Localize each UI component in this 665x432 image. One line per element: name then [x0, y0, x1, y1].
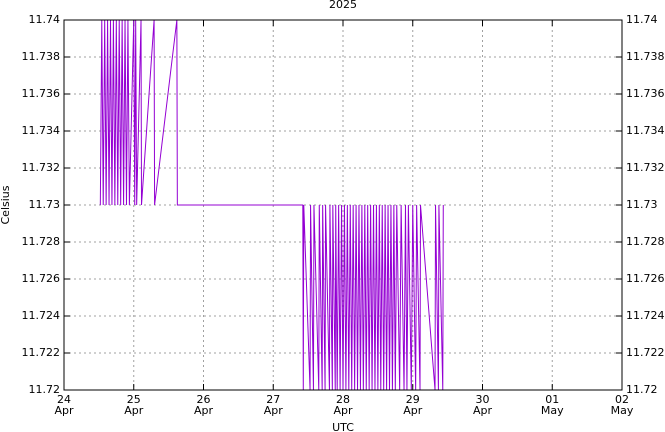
y-tick-label: 11.738 [22, 50, 61, 63]
y2-tick-label: 11.728 [626, 235, 665, 248]
y2-tick-label: 11.732 [626, 161, 665, 174]
y-tick-label: 11.736 [22, 87, 61, 100]
y2-tick-label: 11.726 [626, 272, 665, 285]
y-tick-label: 11.72 [29, 383, 61, 396]
y-tick-label: 11.734 [22, 124, 61, 137]
x-tick-label: 28 Apr [333, 393, 353, 417]
x-tick-label: 30 Apr [473, 393, 493, 417]
y2-tick-label: 11.74 [626, 13, 658, 26]
y-tick-label: 11.724 [22, 309, 61, 322]
x-tick-label: 01 May [541, 393, 564, 417]
y-axis-label: Celsius [0, 185, 12, 224]
y2-tick-label: 11.736 [626, 87, 665, 100]
y-tick-label: 11.73 [29, 198, 61, 211]
x-tick-label: 26 Apr [194, 393, 214, 417]
y2-tick-label: 11.724 [626, 309, 665, 322]
y-tick-label: 11.722 [22, 346, 61, 359]
x-tick-label: 02 May [611, 393, 634, 417]
y2-tick-label: 11.738 [626, 50, 665, 63]
y-tick-label: 11.732 [22, 161, 61, 174]
data-line [99, 19, 444, 391]
x-tick-label: 25 Apr [124, 393, 144, 417]
x-axis-label: UTC [332, 421, 354, 432]
y2-tick-label: 11.722 [626, 346, 665, 359]
plot-border [63, 19, 623, 391]
y-tick-label: 11.728 [22, 235, 61, 248]
y2-tick-label: 11.734 [626, 124, 665, 137]
x-tick-label: 24 Apr [54, 393, 74, 417]
x-tick-label: 29 Apr [403, 393, 423, 417]
chart-title: 2025 [329, 0, 357, 11]
x-tick-label: 27 Apr [264, 393, 284, 417]
y2-tick-label: 11.73 [626, 198, 658, 211]
y-tick-label: 11.74 [29, 13, 61, 26]
y2-tick-label: 11.72 [626, 383, 658, 396]
y-tick-label: 11.726 [22, 272, 61, 285]
